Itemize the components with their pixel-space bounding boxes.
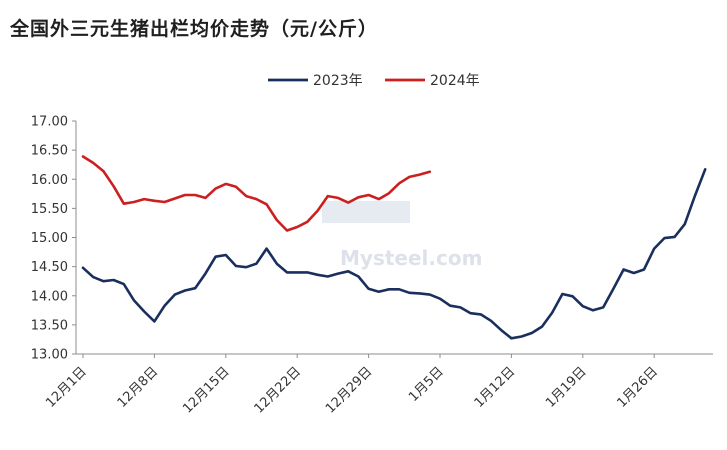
y-axis-ticks: 13.00 13.50 14.00 14.50 15.00 15.50 16.00 16.50… [31,115,76,363]
watermark-block [322,201,410,223]
x-tick-label: 12月8日 [115,364,162,411]
x-tick-label: 1月12日 [472,364,519,411]
series-2 [81,155,432,232]
series-line-1 [81,168,707,340]
x-tick-label: 12月1日 [43,364,90,411]
series-1 [81,168,707,340]
legend-label-1: 2023年 [313,73,363,89]
y-tick-label: 14.50 [31,260,68,275]
series-layer [81,155,707,340]
y-tick-label: 13.50 [31,318,68,333]
y-tick-label: 14.00 [31,289,68,304]
y-tick-label: 16.00 [31,173,68,188]
axes [75,121,713,355]
x-tick-label: 12月15日 [180,364,232,416]
y-tick-label: 17.00 [31,115,68,130]
x-axis-ticks: 12月1日 12月8日 12月15日 12月22日 12月29日 1月5日 1月12日 1月1… [43,354,661,417]
x-tick-label: 1月5日 [406,364,447,405]
chart-title: 全国外三元生猪出栏均价走势（元/公斤） [10,18,378,40]
x-tick-label: 1月26日 [614,364,661,411]
y-tick-label: 15.00 [31,231,68,246]
y-tick-label: 13.00 [31,348,68,363]
x-tick-label: 12月22日 [252,364,304,416]
y-tick-label: 15.50 [31,202,68,217]
x-tick-label: 12月29日 [323,364,375,416]
legend: 2023年 2024年 [268,73,480,89]
watermark-text: Mysteel.com [340,246,482,270]
watermark-logo: Mysteel.com [322,201,482,270]
legend-label-2: 2024年 [430,73,480,89]
x-tick-label: 1月19日 [543,364,590,411]
y-tick-label: 16.50 [31,144,68,159]
